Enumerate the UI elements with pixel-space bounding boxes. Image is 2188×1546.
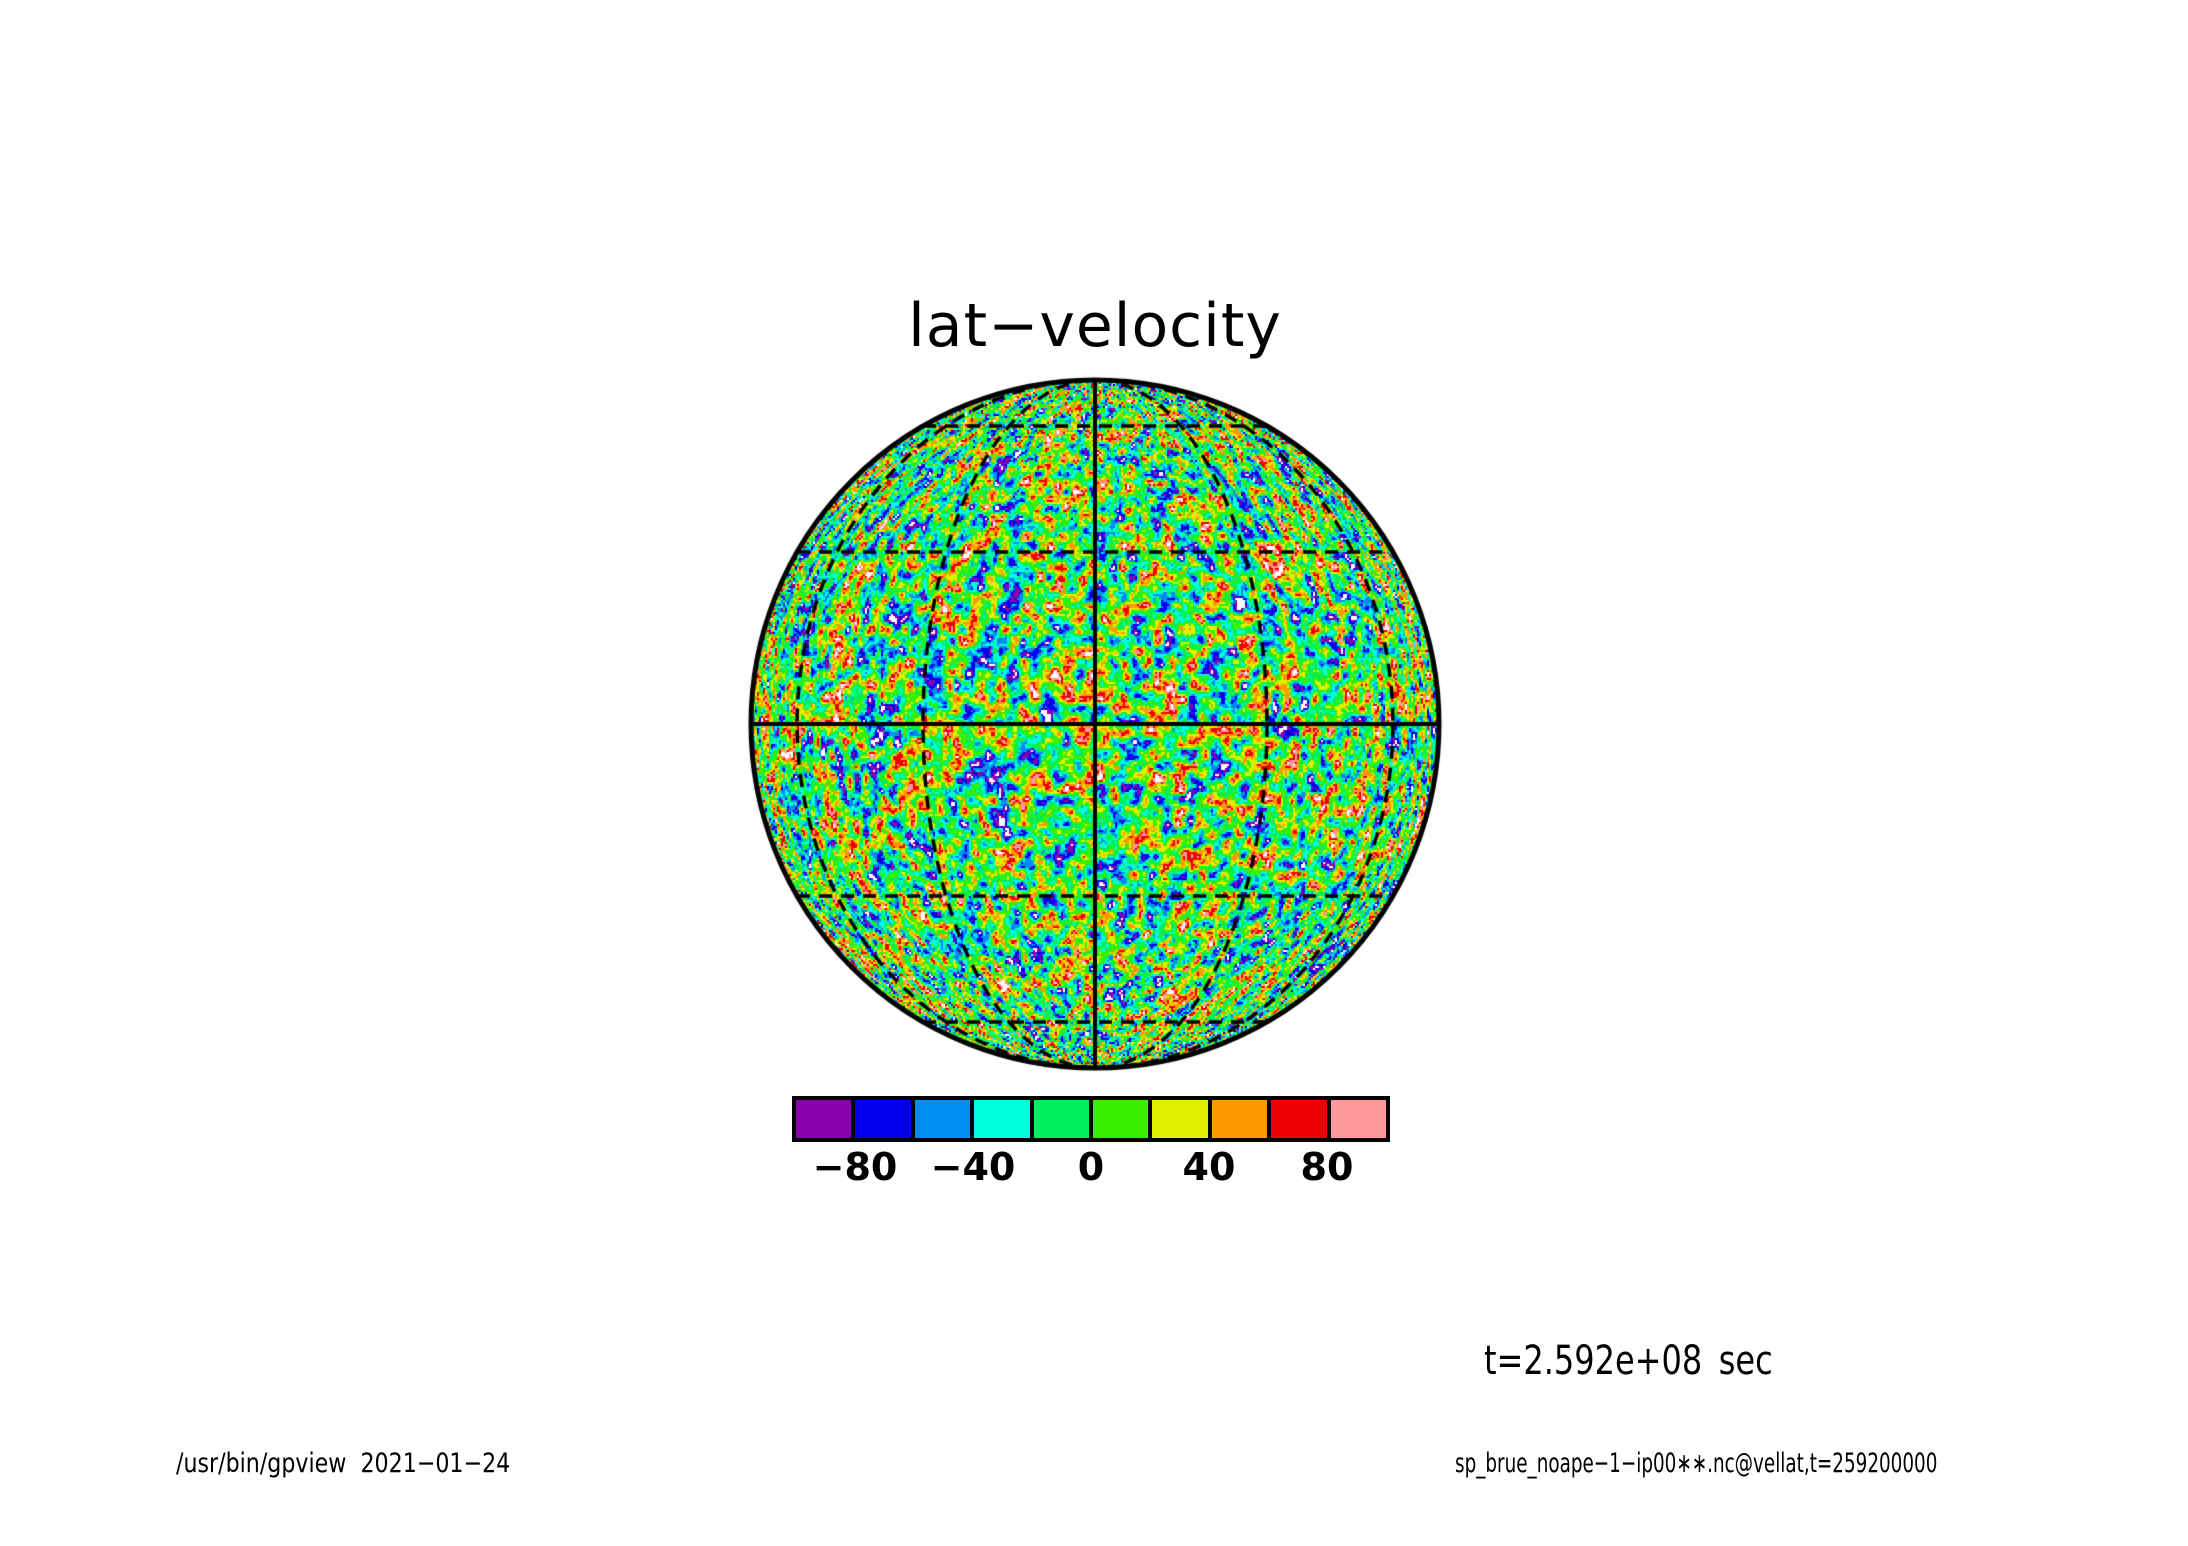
colorbar-cell [974, 1100, 1030, 1138]
colorbar-cell [1033, 1100, 1090, 1138]
colorbar-cell [855, 1100, 911, 1138]
footer-command-line: /usr/bin/gpview 2021−01−24 [176, 1448, 511, 1479]
colorbar-cell [914, 1100, 971, 1138]
colorbar-cell [1152, 1100, 1208, 1138]
colorbar-tick-label: −40 [930, 1145, 1016, 1189]
colorbar-tick-label: −80 [812, 1145, 898, 1189]
colorbar-cell [1211, 1100, 1268, 1138]
colorbar-tick-label: 40 [1182, 1145, 1236, 1189]
colorbar [792, 1096, 1390, 1142]
footer-source-line: sp_brue_noape−1−ip00∗∗.nc@vellat,t=25920… [1455, 1448, 1938, 1479]
colorbar-tick-label: 0 [1077, 1145, 1105, 1189]
colorbar-cell [1330, 1100, 1387, 1138]
plot-title: lat−velocity [908, 291, 1282, 361]
colorbar-tick-label: 80 [1300, 1145, 1354, 1189]
colorbar-cell [796, 1100, 852, 1138]
colorbar-tick-labels: −80 −40 0 40 80 [796, 1147, 1386, 1189]
colorbar-cell [1271, 1100, 1327, 1138]
globe-plot-canvas [745, 374, 1445, 1074]
time-annotation: t=2.592e+08 sec [1484, 1338, 1773, 1384]
colorbar-cell [1093, 1100, 1149, 1138]
